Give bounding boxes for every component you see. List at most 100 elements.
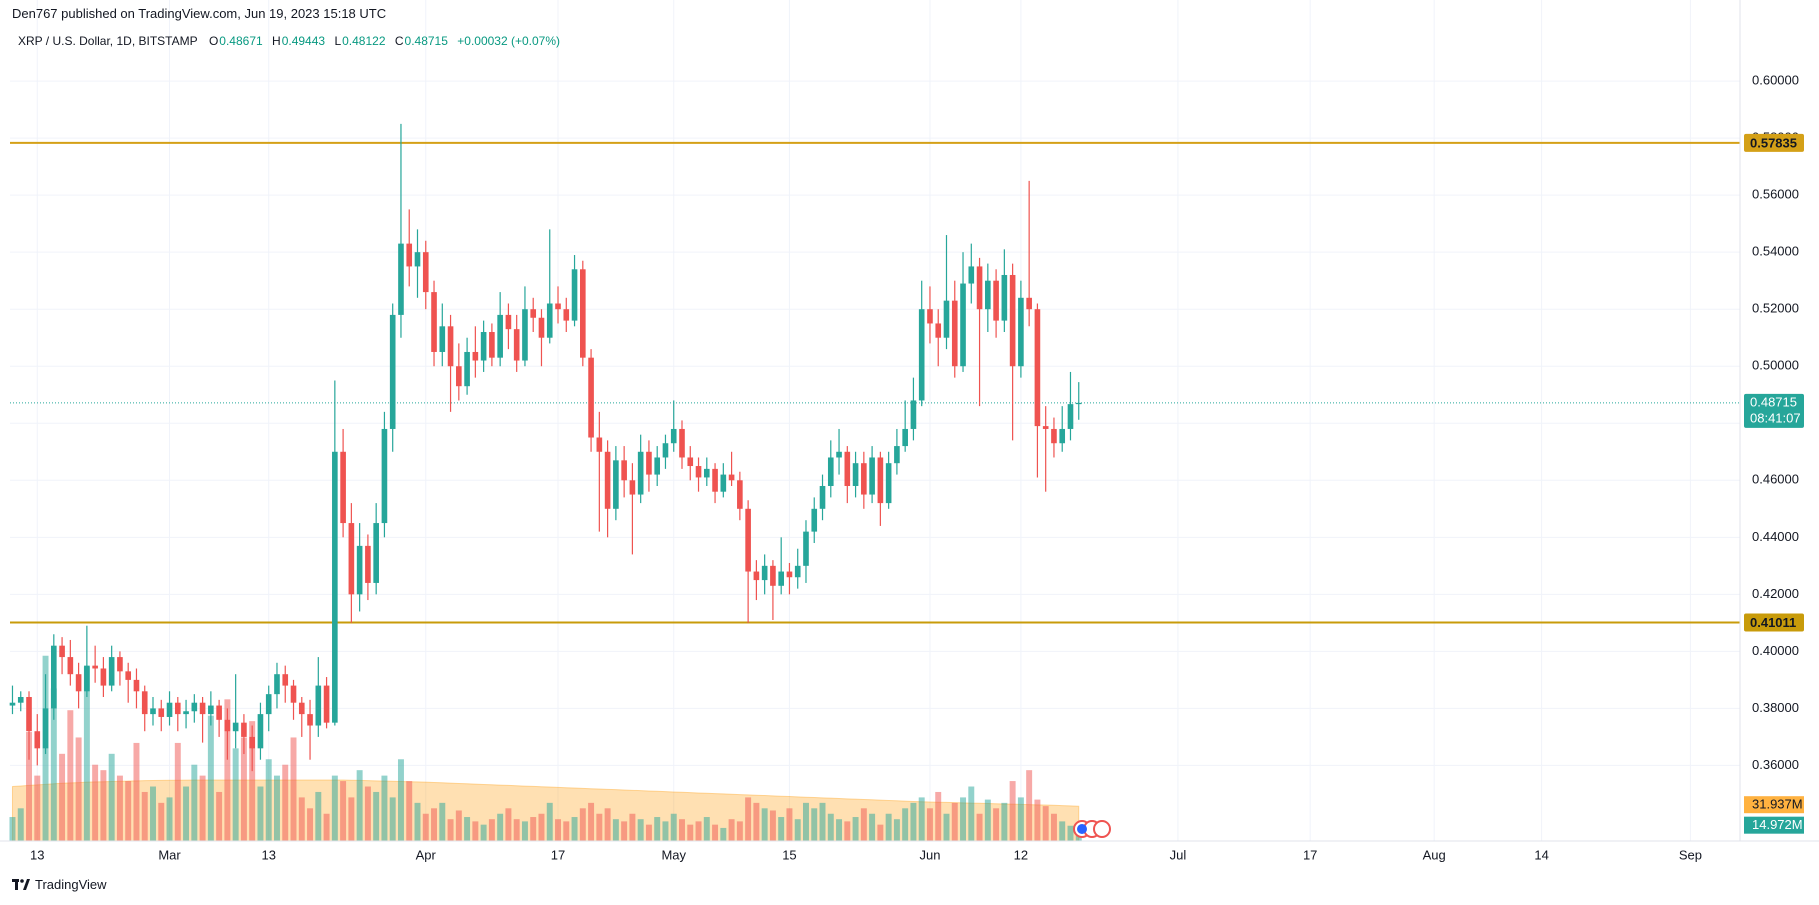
candle-body (199, 702, 206, 715)
x-tick-label: Sep (1679, 847, 1702, 862)
candle-body (861, 463, 867, 495)
volume-bar (356, 770, 363, 841)
level-label-bg (1744, 613, 1804, 632)
candle-body (637, 451, 644, 495)
candle-body (208, 705, 214, 715)
candle-body (579, 269, 586, 358)
x-tick-label: 13 (30, 847, 44, 862)
volume-bar (472, 821, 479, 841)
volume-bar (1042, 806, 1049, 841)
candle-body (265, 694, 272, 715)
candle-body (852, 463, 859, 486)
volume-bar (364, 786, 371, 841)
volume-bar (860, 808, 867, 841)
candle-body (646, 451, 652, 475)
volume-bar (670, 813, 677, 841)
candle-body (538, 317, 545, 338)
candle-body (1026, 297, 1032, 310)
volume-bar (331, 775, 338, 841)
volume-bar (447, 819, 454, 841)
volume-bar (1067, 825, 1074, 841)
volume-last-label-bg (1744, 816, 1804, 834)
volume-bar (612, 819, 619, 841)
candle-body (943, 300, 950, 338)
candle-body (34, 731, 41, 749)
volume-bar (83, 666, 90, 841)
candle-body (951, 300, 958, 367)
candle-body (26, 697, 32, 732)
candle-body (332, 451, 338, 723)
x-tick-label: Jul (1170, 847, 1187, 862)
volume-bar (307, 808, 314, 841)
candle-body (381, 428, 388, 524)
level-label: 0.57835 (1750, 135, 1797, 150)
volume-bar (728, 819, 735, 841)
legend: XRP / U.S. Dollar, 1D, BITSTAMP O0.48671… (18, 34, 566, 48)
y-tick-label: 0.36000 (1752, 757, 1799, 772)
candle-body (687, 457, 694, 467)
candle-body (232, 722, 239, 732)
candle-body (1009, 274, 1016, 367)
volume-bar (381, 775, 388, 841)
candle-body (141, 691, 148, 715)
candle-body (489, 332, 495, 358)
volume-bar (588, 802, 595, 841)
volume-bar (811, 808, 818, 841)
footer: TradingView (12, 877, 107, 892)
volume-bar (480, 824, 487, 841)
candle-body (513, 329, 520, 361)
candle-body (927, 309, 933, 324)
volume-bar (951, 802, 958, 841)
volume-bar (108, 753, 115, 841)
volume-bar (803, 802, 809, 841)
volume-bar (935, 791, 942, 841)
volume-bar (893, 819, 900, 841)
candle-body (150, 708, 156, 715)
volume-last-label: 14.972M (1752, 817, 1803, 832)
candle-body (761, 565, 768, 581)
x-tick-label: 15 (782, 847, 796, 862)
volume-ma-label-bg (1744, 796, 1804, 814)
volume-bar (34, 775, 41, 841)
x-tick-label: Mar (158, 847, 181, 862)
candle-body (323, 685, 330, 723)
candle-body (935, 323, 942, 338)
y-tick-label: 0.54000 (1752, 244, 1799, 259)
volume-bar (26, 732, 32, 841)
volume-bar (819, 802, 826, 841)
volume-bar (1059, 821, 1066, 841)
candle-body (968, 266, 975, 284)
volume-bar (1017, 797, 1024, 841)
footer-brand: TradingView (35, 877, 107, 892)
candle-body (1051, 428, 1057, 444)
volume-bar (1034, 799, 1041, 841)
candle-body (290, 685, 297, 703)
logo (12, 878, 30, 890)
level-label-bg (1744, 133, 1804, 152)
quote-key: H (272, 34, 281, 48)
candle-body (786, 571, 793, 578)
candle-body (282, 674, 289, 686)
volume-bar (464, 817, 471, 841)
publish-header: Den767 published on TradingView.com, Jun… (12, 6, 387, 21)
volume-bar (521, 821, 528, 841)
candle-body (976, 266, 983, 310)
candle-body (712, 468, 718, 492)
volume-bar (769, 810, 776, 841)
x-tick-label: 17 (1303, 847, 1317, 862)
candle-body (100, 668, 107, 686)
candle-body (50, 645, 57, 709)
candle-body (183, 711, 189, 715)
volume-bar (100, 770, 107, 841)
volume-bar (150, 786, 156, 841)
candle-body (555, 303, 561, 310)
candle-body (596, 437, 603, 452)
candle-body (728, 474, 735, 481)
volume-bar (232, 748, 239, 841)
volume-bar (836, 819, 843, 841)
volume-bar (637, 819, 644, 841)
volume-bar (984, 799, 991, 841)
volume-bar (274, 775, 280, 841)
candle-body (406, 243, 413, 267)
